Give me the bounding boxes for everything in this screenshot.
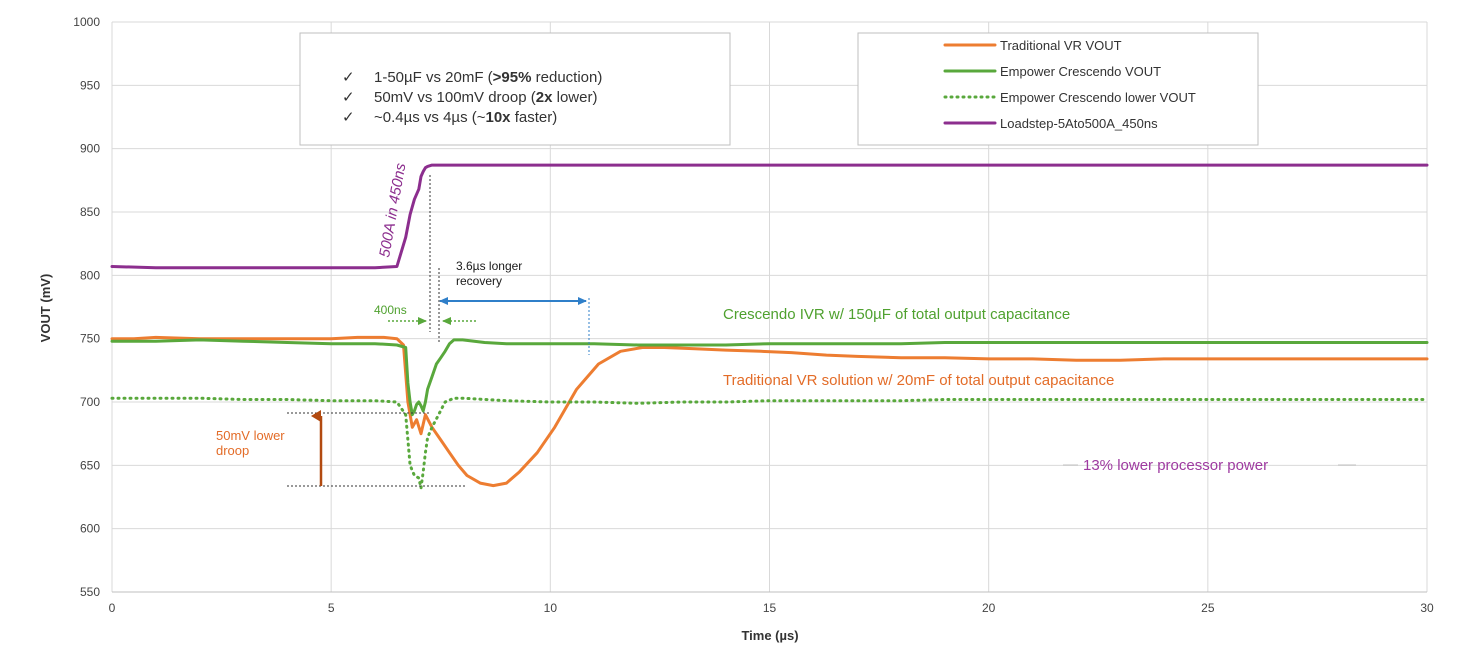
annotation-traditional-vr: Traditional VR solution w/ 20mF of total…	[723, 372, 1114, 389]
legend-label: Empower Crescendo VOUT	[1000, 64, 1161, 79]
series-line-0	[110, 335, 1429, 488]
y-tick-label: 800	[80, 268, 100, 282]
y-axis-title: VOUT (mV)	[38, 274, 53, 343]
x-tick-label: 30	[1420, 601, 1434, 615]
x-tick-label: 25	[1201, 601, 1215, 615]
y-tick-label: 700	[80, 395, 100, 409]
legend-label: Loadstep-5Ato500A_450ns	[1000, 116, 1158, 131]
annotation-lower-droop-2: droop	[216, 443, 249, 458]
series-layer	[110, 163, 1429, 490]
check-icon: ✓	[342, 109, 355, 126]
axes: 550 600 650 700 750 800 850 900 950 1000 0 5 10 15 20 2…	[73, 15, 1434, 615]
y-tick-label: 900	[80, 142, 100, 156]
bullet-box: ✓ 1-50µF vs 20mF (>95% reduction) ✓ 50mV vs…	[299, 32, 731, 146]
legend-label: Traditional VR VOUT	[1000, 38, 1122, 53]
annotation-longer-recovery-2: recovery	[456, 274, 502, 288]
annotation-lower-power: 13% lower processor power	[1083, 457, 1268, 474]
check-icon: ✓	[342, 89, 355, 106]
legend: Traditional VR VOUT Empower Crescendo VOU…	[857, 32, 1259, 146]
x-tick-label: 15	[763, 601, 777, 615]
bullet-item: ~0.4µs vs 4µs (~10x faster)	[374, 109, 557, 126]
annotation-400ns: 400ns	[374, 303, 407, 317]
y-tick-label: 600	[80, 522, 100, 536]
guide-lines	[287, 175, 1356, 487]
x-tick-label: 10	[544, 601, 558, 615]
x-axis-title: Time (µs)	[741, 628, 798, 643]
legend-label: Empower Crescendo lower VOUT	[1000, 90, 1196, 105]
series-line-3	[110, 163, 1429, 270]
series-line-2	[110, 396, 1429, 490]
y-tick-label: 550	[80, 585, 100, 599]
annotation-longer-recovery-1: 3.6µs longer	[456, 259, 522, 273]
annotation-arrows	[311, 297, 587, 486]
bullet-item: 1-50µF vs 20mF (>95% reduction)	[374, 69, 602, 86]
y-tick-label: 650	[80, 458, 100, 472]
x-tick-label: 5	[328, 601, 335, 615]
series-line-1	[110, 338, 1429, 417]
y-tick-label: 750	[80, 332, 100, 346]
annotation-lower-droop-1: 50mV lower	[216, 428, 285, 443]
y-tick-label: 850	[80, 205, 100, 219]
annotation-crescendo-ivr: Crescendo IVR w/ 150µF of total output c…	[723, 306, 1070, 323]
y-tick-label: 1000	[73, 15, 100, 29]
check-icon: ✓	[342, 69, 355, 86]
bullet-item: 50mV vs 100mV droop (2x lower)	[374, 89, 597, 106]
x-tick-label: 0	[109, 601, 116, 615]
y-tick-label: 950	[80, 78, 100, 92]
x-tick-label: 20	[982, 601, 996, 615]
